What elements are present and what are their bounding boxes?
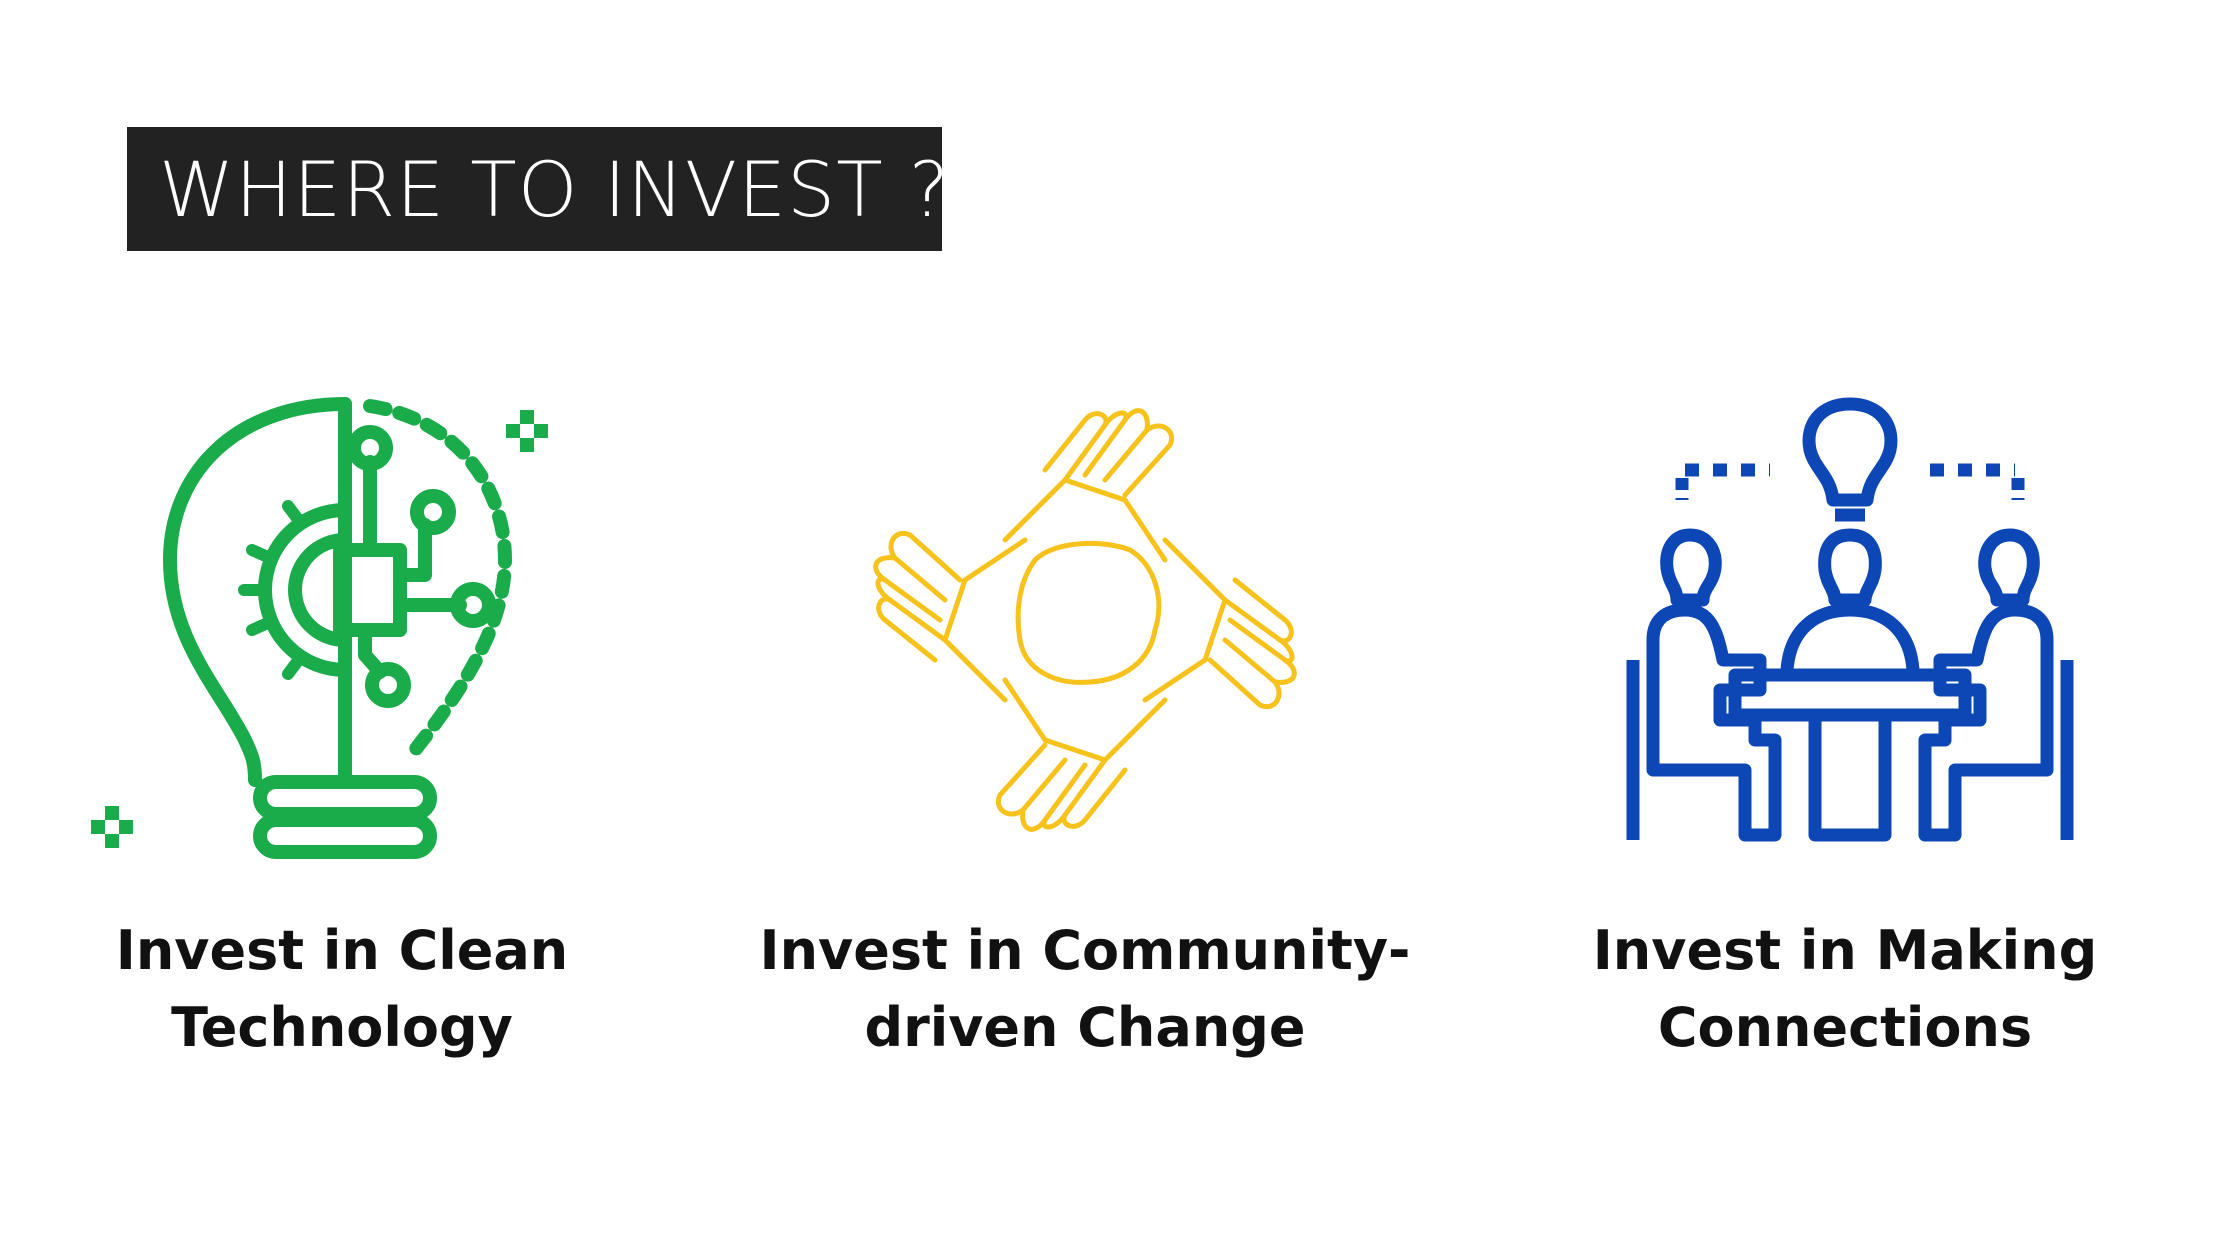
- label-making-connections: Invest in Making Connections: [1485, 912, 2205, 1066]
- title-banner: WHERE TO INVEST ?: [127, 127, 949, 251]
- four-hands-unity-icon: [855, 390, 1315, 850]
- label-line1: Invest in Community-: [759, 919, 1411, 982]
- label-line2: driven Change: [864, 996, 1306, 1059]
- lightbulb-circuit-gear-icon: [91, 390, 580, 860]
- label-clean-technology: Invest in Clean Technology: [0, 912, 702, 1066]
- page-title: WHERE TO INVEST ?: [159, 144, 951, 234]
- label-line2: Technology: [171, 996, 513, 1059]
- label-line2: Connections: [1657, 996, 2033, 1059]
- meeting-table-idea-icon: [1625, 390, 2075, 850]
- label-line1: Invest in Clean: [115, 919, 569, 982]
- label-community-change: Invest in Community- driven Change: [725, 912, 1445, 1066]
- label-line1: Invest in Making: [1592, 919, 2098, 982]
